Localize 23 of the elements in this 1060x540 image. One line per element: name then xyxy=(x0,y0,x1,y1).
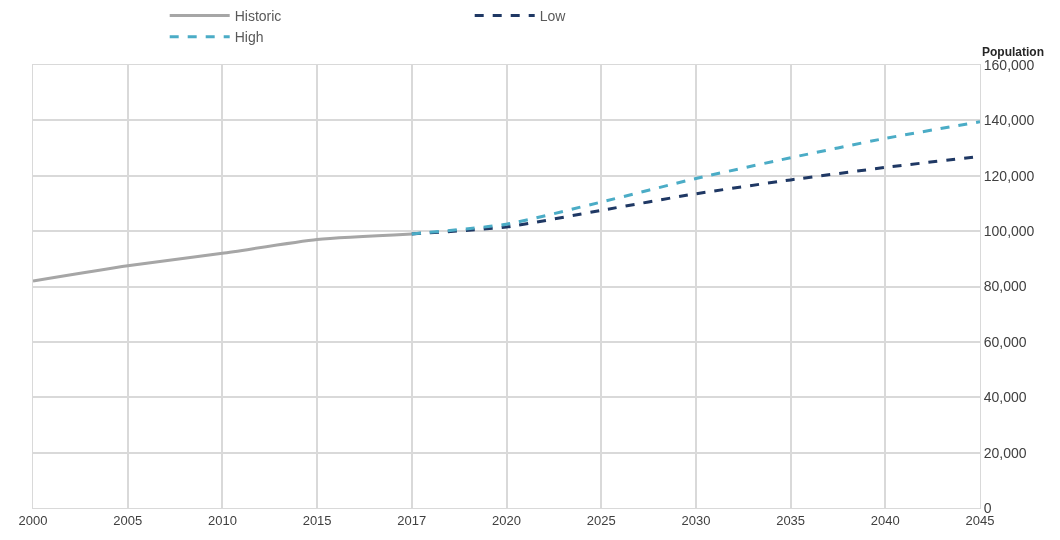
legend-label: Historic xyxy=(234,8,282,25)
x-tick-label: 2040 xyxy=(870,512,900,528)
y-tick-label: 20,000 xyxy=(983,444,1027,461)
line-series xyxy=(33,232,414,283)
x-tick-label: 2035 xyxy=(776,512,806,528)
y-tick-label: 100,000 xyxy=(983,223,1035,240)
x-tick-label: 2017 xyxy=(397,512,427,528)
y-tick-label: 140,000 xyxy=(983,112,1035,129)
y-tick-label: 40,000 xyxy=(983,389,1027,406)
x-tick-label: 2025 xyxy=(586,512,616,528)
x-tick-label: 2005 xyxy=(113,512,143,528)
x-tick-label: 2015 xyxy=(302,512,332,528)
x-tick-label: 2000 xyxy=(18,512,48,528)
x-tick-label: 2010 xyxy=(207,512,237,528)
legend-label: Low xyxy=(539,8,567,25)
y-axis-title: Population xyxy=(982,45,1044,59)
y-tick-label: 120,000 xyxy=(983,167,1035,184)
x-tick-label: 2020 xyxy=(492,512,521,528)
y-tick-label: 60,000 xyxy=(983,333,1027,350)
line-series xyxy=(410,120,980,236)
x-tick-label: 2030 xyxy=(681,512,711,528)
legend-label: High xyxy=(234,29,264,46)
y-tick-label: 80,000 xyxy=(983,278,1027,295)
